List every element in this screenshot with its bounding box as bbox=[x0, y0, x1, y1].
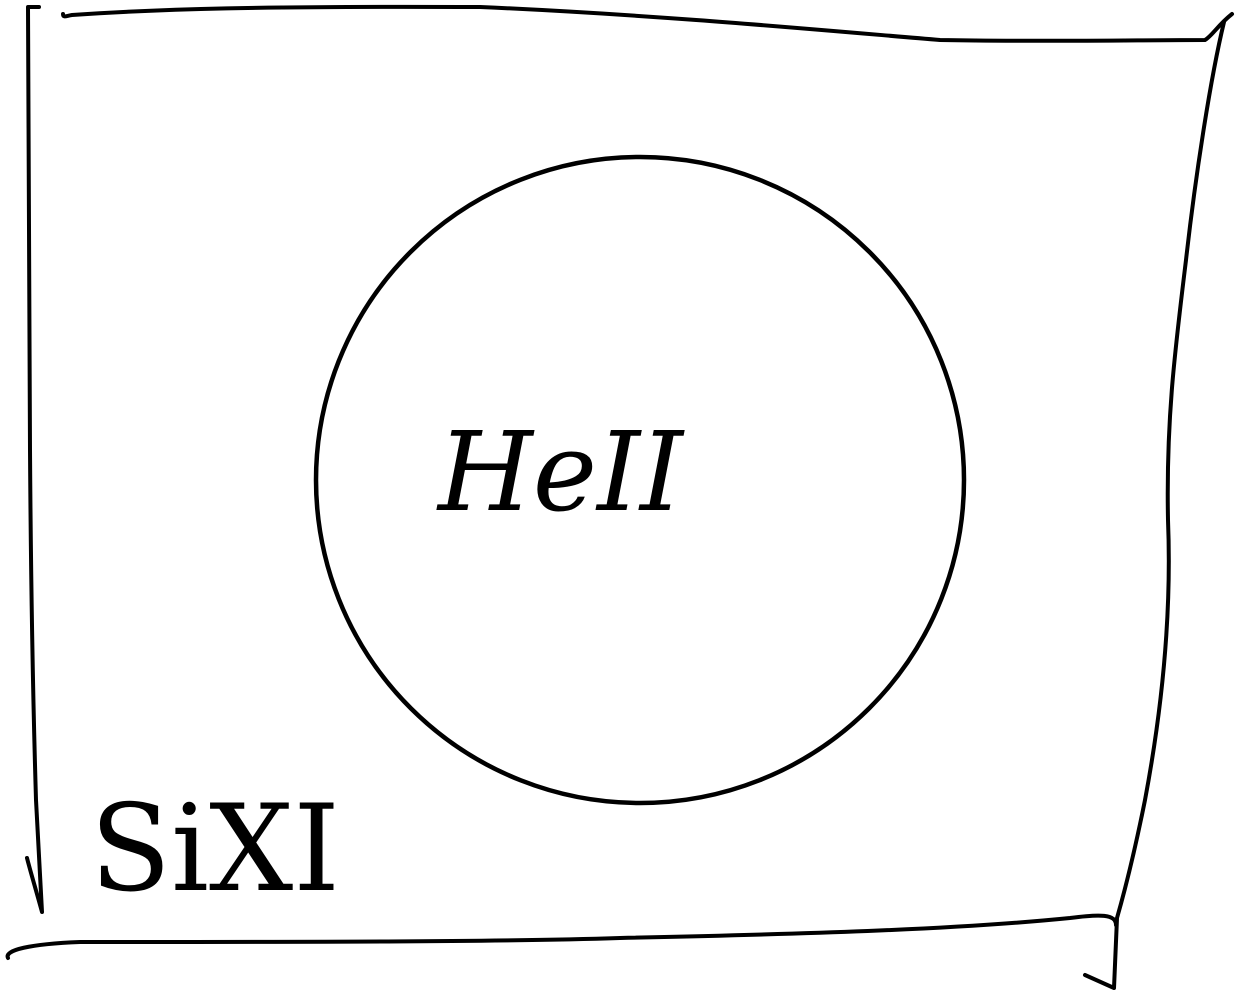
inner-region-label: HeII bbox=[436, 408, 685, 536]
inner-region bbox=[313, 154, 967, 806]
outer-region bbox=[5, 4, 1234, 990]
outer-region-label: SiXI bbox=[90, 780, 340, 919]
